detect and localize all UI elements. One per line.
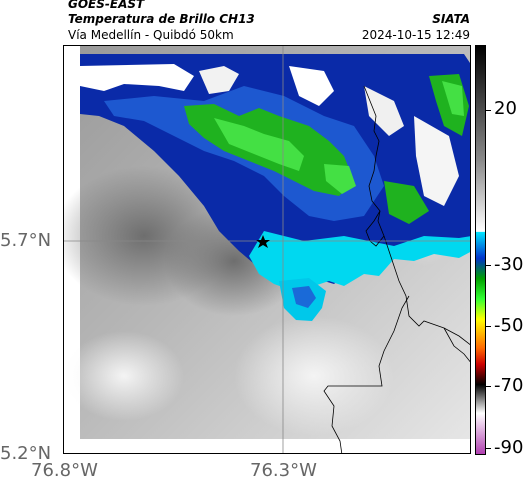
colorbar-label: -50 xyxy=(494,315,524,336)
star-icon xyxy=(256,235,270,248)
route-subtitle: Vía Medellín - Quibdó 50km xyxy=(68,28,234,42)
organization-label: SIATA xyxy=(432,12,470,26)
clear-region xyxy=(199,66,239,94)
clear-region xyxy=(80,64,194,91)
colorbar-label: -70 xyxy=(494,375,524,396)
satellite-map xyxy=(63,45,471,454)
colorbar-label: 20 xyxy=(494,98,517,119)
storm-fringe xyxy=(249,231,470,291)
border-line xyxy=(365,210,385,247)
clear-region xyxy=(414,116,459,206)
map-canvas xyxy=(64,46,470,453)
latitude-label: 5.2°N xyxy=(0,443,52,464)
border-line xyxy=(323,295,410,453)
temperature-colorbar xyxy=(475,45,486,455)
latitude-label: 5.7°N xyxy=(0,230,52,251)
warm-region xyxy=(64,331,184,421)
warm-region xyxy=(234,316,394,436)
colorbar-tick xyxy=(486,110,491,111)
timestamp-label: 2024-10-15 12:49 xyxy=(361,28,470,42)
clear-region xyxy=(289,66,334,106)
colorbar-tick xyxy=(486,326,491,327)
colorbar-gradient xyxy=(476,46,485,454)
border-line xyxy=(443,327,470,363)
clear-region xyxy=(364,86,404,136)
product-title: Temperatura de Brillo CH13 xyxy=(68,12,255,26)
satellite-title: GOES-EAST xyxy=(68,0,145,11)
storm-core-bright xyxy=(324,164,356,194)
longitude-label: 76.3°W xyxy=(250,460,317,481)
storm-core xyxy=(384,181,429,224)
colorbar-label: -30 xyxy=(494,254,524,275)
colorbar-canvas xyxy=(476,46,485,454)
colorbar-tick xyxy=(486,386,491,387)
colorbar-label: -90 xyxy=(494,437,524,458)
storm-core-bright xyxy=(214,118,304,171)
border-line xyxy=(363,85,470,345)
colorbar-tick xyxy=(486,265,491,266)
storm-cell-core xyxy=(292,286,316,308)
storm-core-bright xyxy=(442,81,464,116)
longitude-label: 76.8°W xyxy=(31,460,98,481)
colorbar-tick xyxy=(486,448,491,449)
